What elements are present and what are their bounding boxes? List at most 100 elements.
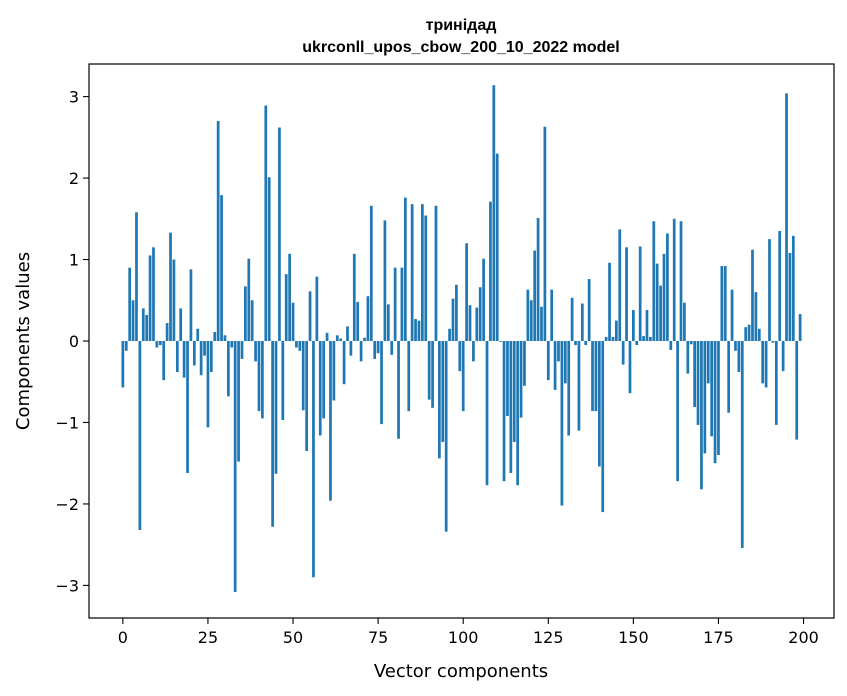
bar-155 [649, 336, 652, 341]
bar-82 [400, 267, 404, 341]
bar-37 [247, 258, 251, 341]
bar-153 [642, 336, 645, 341]
bar-81 [397, 341, 400, 439]
bar-150 [632, 310, 635, 341]
bar-156 [652, 221, 656, 341]
bar-145 [614, 320, 618, 341]
bar-130 [563, 341, 567, 384]
bar-102 [468, 305, 472, 341]
bar-62 [332, 341, 336, 401]
bar-173 [710, 341, 714, 437]
bar-2 [128, 267, 132, 341]
bar-146 [618, 229, 622, 341]
bar-43 [267, 177, 271, 341]
bar-121 [533, 250, 537, 341]
y-tick-label: 1 [69, 251, 79, 270]
bar-94 [441, 341, 445, 443]
bar-63 [335, 335, 339, 341]
bar-191 [771, 341, 775, 343]
bar-28 [216, 121, 220, 341]
bar-40 [257, 341, 261, 412]
bar-137 [587, 279, 591, 341]
bar-198 [795, 341, 799, 440]
bar-196 [788, 253, 792, 341]
bar-17 [179, 308, 183, 341]
y-tick-label: −1 [55, 413, 79, 432]
bar-169 [696, 341, 700, 425]
bar-129 [560, 341, 564, 506]
bar-49 [288, 253, 291, 341]
bar-111 [499, 341, 502, 342]
y-tick-label: −3 [55, 576, 79, 595]
bar-24 [203, 341, 206, 356]
bar-60 [325, 332, 329, 341]
bar-29 [220, 195, 223, 341]
bar-147 [621, 341, 625, 365]
bar-59 [322, 341, 326, 419]
bar-193 [778, 231, 782, 341]
bar-48 [284, 274, 288, 341]
x-tick-label: 25 [198, 628, 218, 647]
bar-110 [495, 153, 499, 341]
bar-139 [594, 341, 598, 412]
bar-88 [421, 204, 424, 341]
bar-8 [148, 255, 152, 341]
bar-109 [492, 85, 496, 342]
bar-86 [414, 319, 417, 341]
bar-39 [254, 341, 257, 362]
bar-124 [543, 126, 547, 341]
bar-78 [386, 304, 390, 341]
bar-189 [764, 341, 768, 388]
bar-123 [540, 306, 543, 341]
bar-65 [342, 341, 346, 385]
bar-120 [529, 300, 533, 341]
bar-30 [223, 335, 227, 341]
bar-176 [720, 266, 724, 341]
bar-118 [523, 341, 526, 386]
bar-188 [761, 341, 765, 384]
bar-12 [162, 341, 166, 381]
bar-165 [683, 302, 686, 341]
bar-96 [448, 328, 451, 341]
bar-5 [138, 341, 142, 531]
bar-144 [611, 336, 615, 341]
y-axis-label: Components values [13, 252, 34, 430]
bar-133 [574, 341, 577, 346]
bar-70 [359, 341, 363, 362]
bar-148 [625, 247, 628, 341]
bar-92 [434, 205, 438, 341]
bar-64 [339, 338, 343, 341]
bar-177 [723, 266, 727, 341]
bars-group [121, 85, 802, 592]
bar-108 [489, 201, 492, 341]
bar-55 [308, 291, 312, 341]
bar-26 [209, 341, 213, 372]
x-axis-ticks: 0 25 50 75 100 125 150 175 200 [118, 618, 819, 647]
bar-168 [693, 341, 696, 407]
x-tick-label: 50 [283, 628, 303, 647]
bar-106 [482, 258, 485, 341]
bar-143 [608, 262, 611, 341]
bar-61 [329, 341, 332, 501]
bar-154 [645, 310, 649, 341]
x-tick-label: 75 [368, 628, 388, 647]
bar-138 [591, 341, 594, 412]
bar-161 [669, 341, 673, 350]
bar-131 [567, 341, 571, 436]
bar-71 [363, 337, 366, 341]
bar-69 [356, 301, 360, 341]
bar-36 [244, 286, 247, 341]
bar-66 [346, 326, 349, 341]
bar-125 [546, 341, 550, 381]
x-tick-label: 175 [703, 628, 734, 647]
bar-90 [427, 341, 431, 400]
y-axis-ticks: 3 2 1 0 −1 −2 −3 [55, 88, 89, 595]
bar-182 [740, 341, 744, 548]
bar-14 [169, 232, 172, 341]
bar-22 [196, 328, 200, 341]
bar-79 [390, 341, 394, 355]
bar-21 [192, 341, 196, 366]
bar-101 [465, 243, 468, 341]
bar-172 [706, 341, 710, 384]
